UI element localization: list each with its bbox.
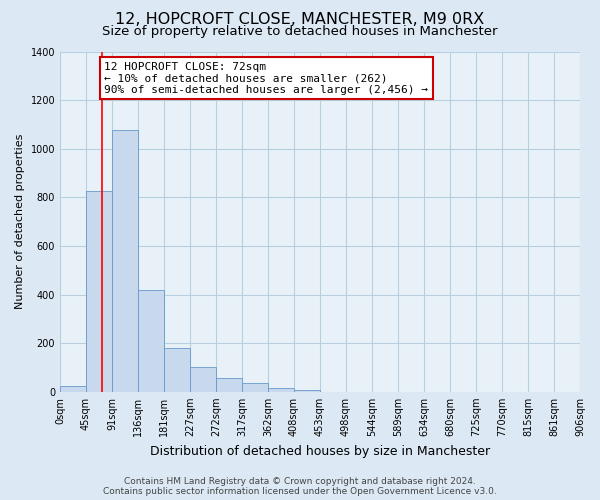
Bar [268, 388, 294, 392]
Bar [190, 368, 216, 392]
Text: Contains HM Land Registry data © Crown copyright and database right 2024.
Contai: Contains HM Land Registry data © Crown c… [103, 476, 497, 496]
X-axis label: Distribution of detached houses by size in Manchester: Distribution of detached houses by size … [150, 444, 490, 458]
Bar [138, 290, 164, 392]
Bar [242, 384, 268, 392]
Text: 12, HOPCROFT CLOSE, MANCHESTER, M9 0RX: 12, HOPCROFT CLOSE, MANCHESTER, M9 0RX [115, 12, 485, 28]
Bar [86, 192, 112, 392]
Y-axis label: Number of detached properties: Number of detached properties [15, 134, 25, 310]
Text: Size of property relative to detached houses in Manchester: Size of property relative to detached ho… [102, 25, 498, 38]
Bar [112, 130, 138, 392]
Bar [60, 386, 86, 392]
Text: 12 HOPCROFT CLOSE: 72sqm
← 10% of detached houses are smaller (262)
90% of semi-: 12 HOPCROFT CLOSE: 72sqm ← 10% of detach… [104, 62, 428, 95]
Bar [216, 378, 242, 392]
Bar [164, 348, 190, 392]
Bar [294, 390, 320, 392]
